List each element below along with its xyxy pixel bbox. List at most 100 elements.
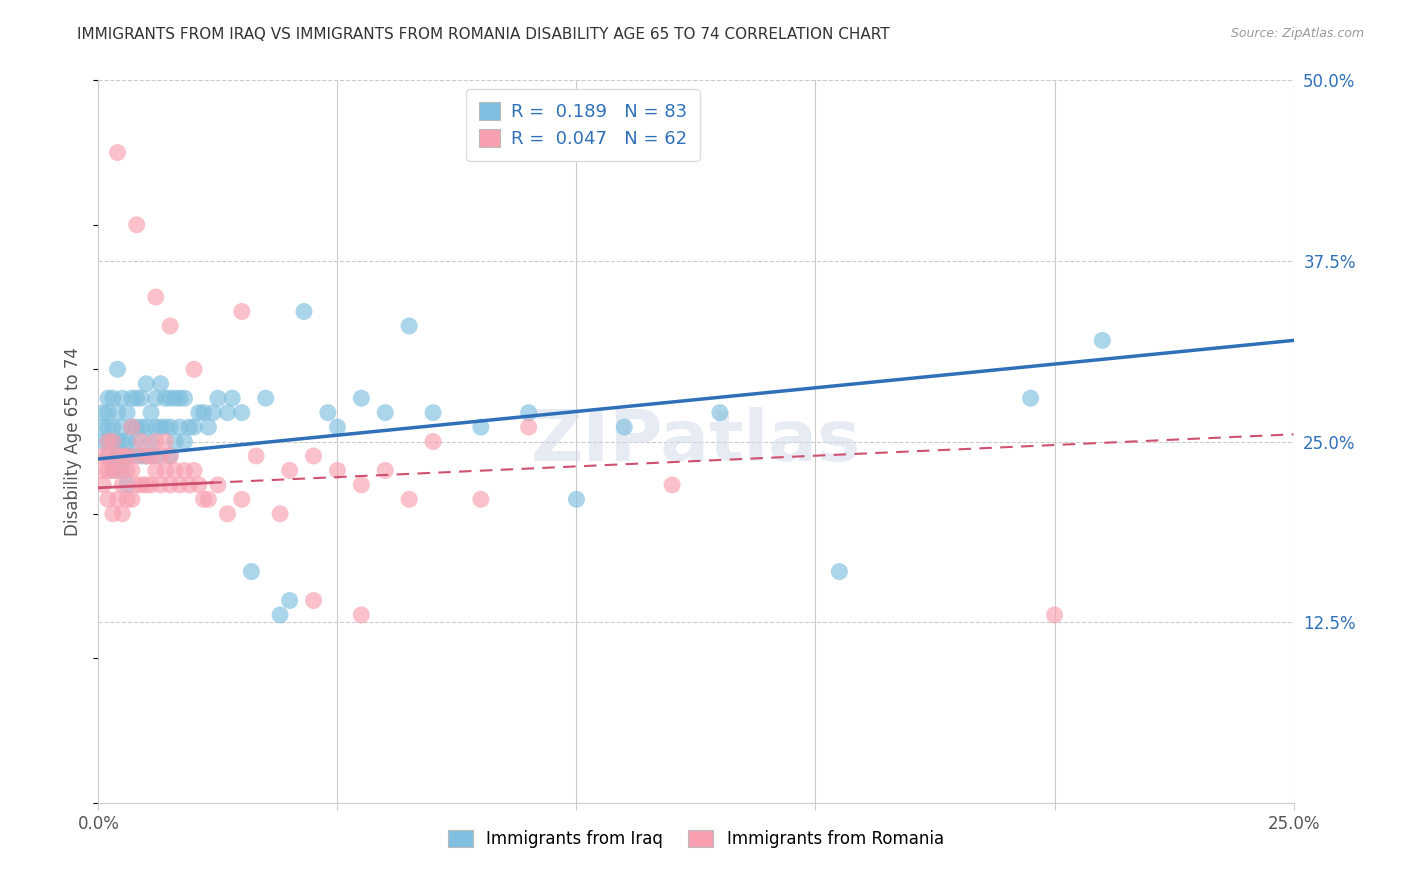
- Point: [278, 463, 301, 477]
- Point: [207, 478, 229, 492]
- Point: [231, 492, 253, 507]
- Point: [302, 593, 325, 607]
- Point: [115, 492, 138, 507]
- Point: [97, 420, 120, 434]
- Point: [187, 478, 209, 492]
- Point: [145, 420, 167, 434]
- Point: [159, 420, 181, 434]
- Point: [125, 478, 148, 492]
- Point: [398, 492, 420, 507]
- Text: Source: ZipAtlas.com: Source: ZipAtlas.com: [1230, 27, 1364, 40]
- Point: [91, 420, 114, 434]
- Point: [107, 463, 129, 477]
- Point: [169, 478, 191, 492]
- Point: [145, 463, 167, 477]
- Point: [173, 434, 195, 449]
- Point: [302, 449, 325, 463]
- Point: [163, 434, 186, 449]
- Point: [155, 391, 177, 405]
- Point: [179, 478, 201, 492]
- Point: [121, 420, 143, 434]
- Point: [145, 391, 167, 405]
- Point: [91, 449, 114, 463]
- Point: [101, 434, 124, 449]
- Point: [422, 406, 444, 420]
- Point: [111, 478, 134, 492]
- Point: [245, 449, 267, 463]
- Point: [131, 420, 153, 434]
- Point: [101, 434, 124, 449]
- Point: [1019, 391, 1042, 405]
- Point: [470, 492, 492, 507]
- Point: [121, 492, 143, 507]
- Point: [292, 304, 315, 318]
- Point: [470, 420, 492, 434]
- Point: [1043, 607, 1066, 622]
- Point: [139, 406, 162, 420]
- Point: [149, 376, 172, 391]
- Point: [131, 449, 153, 463]
- Point: [107, 449, 129, 463]
- Point: [121, 463, 143, 477]
- Point: [197, 492, 219, 507]
- Point: [202, 406, 225, 420]
- Point: [517, 406, 540, 420]
- Point: [121, 449, 143, 463]
- Point: [709, 406, 731, 420]
- Point: [269, 507, 291, 521]
- Point: [131, 391, 153, 405]
- Point: [111, 391, 134, 405]
- Legend: Immigrants from Iraq, Immigrants from Romania: Immigrants from Iraq, Immigrants from Ro…: [436, 818, 956, 860]
- Point: [193, 492, 215, 507]
- Point: [131, 434, 153, 449]
- Point: [149, 478, 172, 492]
- Point: [97, 406, 120, 420]
- Point: [350, 478, 373, 492]
- Point: [398, 318, 420, 333]
- Point: [91, 434, 114, 449]
- Point: [163, 463, 186, 477]
- Point: [101, 420, 124, 434]
- Point: [107, 449, 129, 463]
- Point: [139, 449, 162, 463]
- Point: [111, 507, 134, 521]
- Point: [91, 478, 114, 492]
- Point: [101, 507, 124, 521]
- Point: [107, 434, 129, 449]
- Point: [231, 304, 253, 318]
- Y-axis label: Disability Age 65 to 74: Disability Age 65 to 74: [65, 347, 83, 536]
- Point: [135, 376, 157, 391]
- Point: [111, 434, 134, 449]
- Point: [183, 420, 205, 434]
- Point: [269, 607, 291, 622]
- Point: [183, 463, 205, 477]
- Point: [517, 420, 540, 434]
- Point: [115, 406, 138, 420]
- Point: [254, 391, 277, 405]
- Point: [316, 406, 339, 420]
- Point: [169, 420, 191, 434]
- Point: [121, 420, 143, 434]
- Point: [139, 478, 162, 492]
- Point: [231, 406, 253, 420]
- Point: [115, 434, 138, 449]
- Point: [125, 420, 148, 434]
- Point: [221, 391, 243, 405]
- Point: [135, 420, 157, 434]
- Point: [125, 391, 148, 405]
- Point: [278, 593, 301, 607]
- Point: [197, 420, 219, 434]
- Point: [565, 492, 588, 507]
- Point: [107, 145, 129, 160]
- Point: [101, 391, 124, 405]
- Point: [207, 391, 229, 405]
- Point: [97, 434, 120, 449]
- Point: [121, 391, 143, 405]
- Point: [173, 391, 195, 405]
- Point: [350, 607, 373, 622]
- Point: [131, 478, 153, 492]
- Point: [613, 420, 636, 434]
- Point: [326, 463, 349, 477]
- Point: [115, 478, 138, 492]
- Point: [828, 565, 851, 579]
